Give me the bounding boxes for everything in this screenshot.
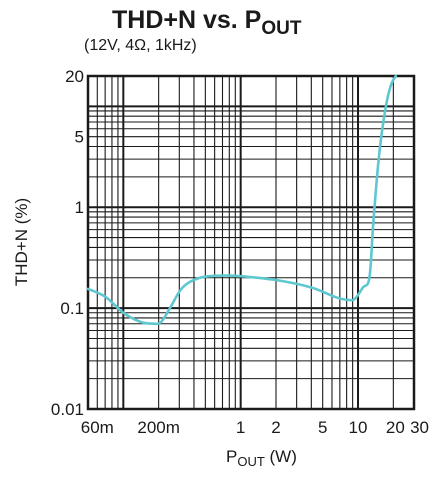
y-tick-label: 20 [65, 67, 84, 86]
y-tick-label: 5 [75, 128, 84, 147]
x-tick-label: 5 [318, 418, 327, 437]
x-tick-label: 30 [410, 418, 429, 437]
chart-subtitle: (12V, 4Ω, 1kHz) [84, 37, 197, 54]
chart-title: THD+N vs. POUT [112, 6, 302, 39]
x-axis-label-unit: (W) [265, 447, 297, 466]
x-tick-label: 10 [349, 418, 368, 437]
x-axis-label-main: P [226, 447, 237, 466]
x-tick-label: 1 [236, 418, 245, 437]
x-tick-label: 60m [81, 418, 114, 437]
x-axis-label: POUT (W) [226, 447, 297, 469]
y-axis-label: THD+N (%) [12, 198, 31, 286]
y-tick-label: 1 [75, 198, 84, 217]
x-tick-label: 20 [386, 418, 405, 437]
y-tick-label: 0.01 [51, 400, 84, 419]
y-tick-label: 0.1 [60, 299, 84, 318]
y-tick-labels: 0.01 0.1 1 5 20 [51, 67, 84, 419]
grid [88, 76, 414, 409]
x-tick-label: 2 [271, 418, 280, 437]
series-group [86, 74, 398, 326]
x-tick-label: 200m [137, 418, 180, 437]
chart-title-subscript: OUT [261, 18, 302, 39]
chart-title-main: THD+N vs. P [112, 6, 261, 34]
series-line [86, 74, 398, 326]
x-axis-label-subscript: OUT [237, 454, 265, 469]
x-tick-labels: 60m 200m 1 2 5 10 20 30 [81, 418, 429, 437]
plot-frame [86, 74, 416, 411]
